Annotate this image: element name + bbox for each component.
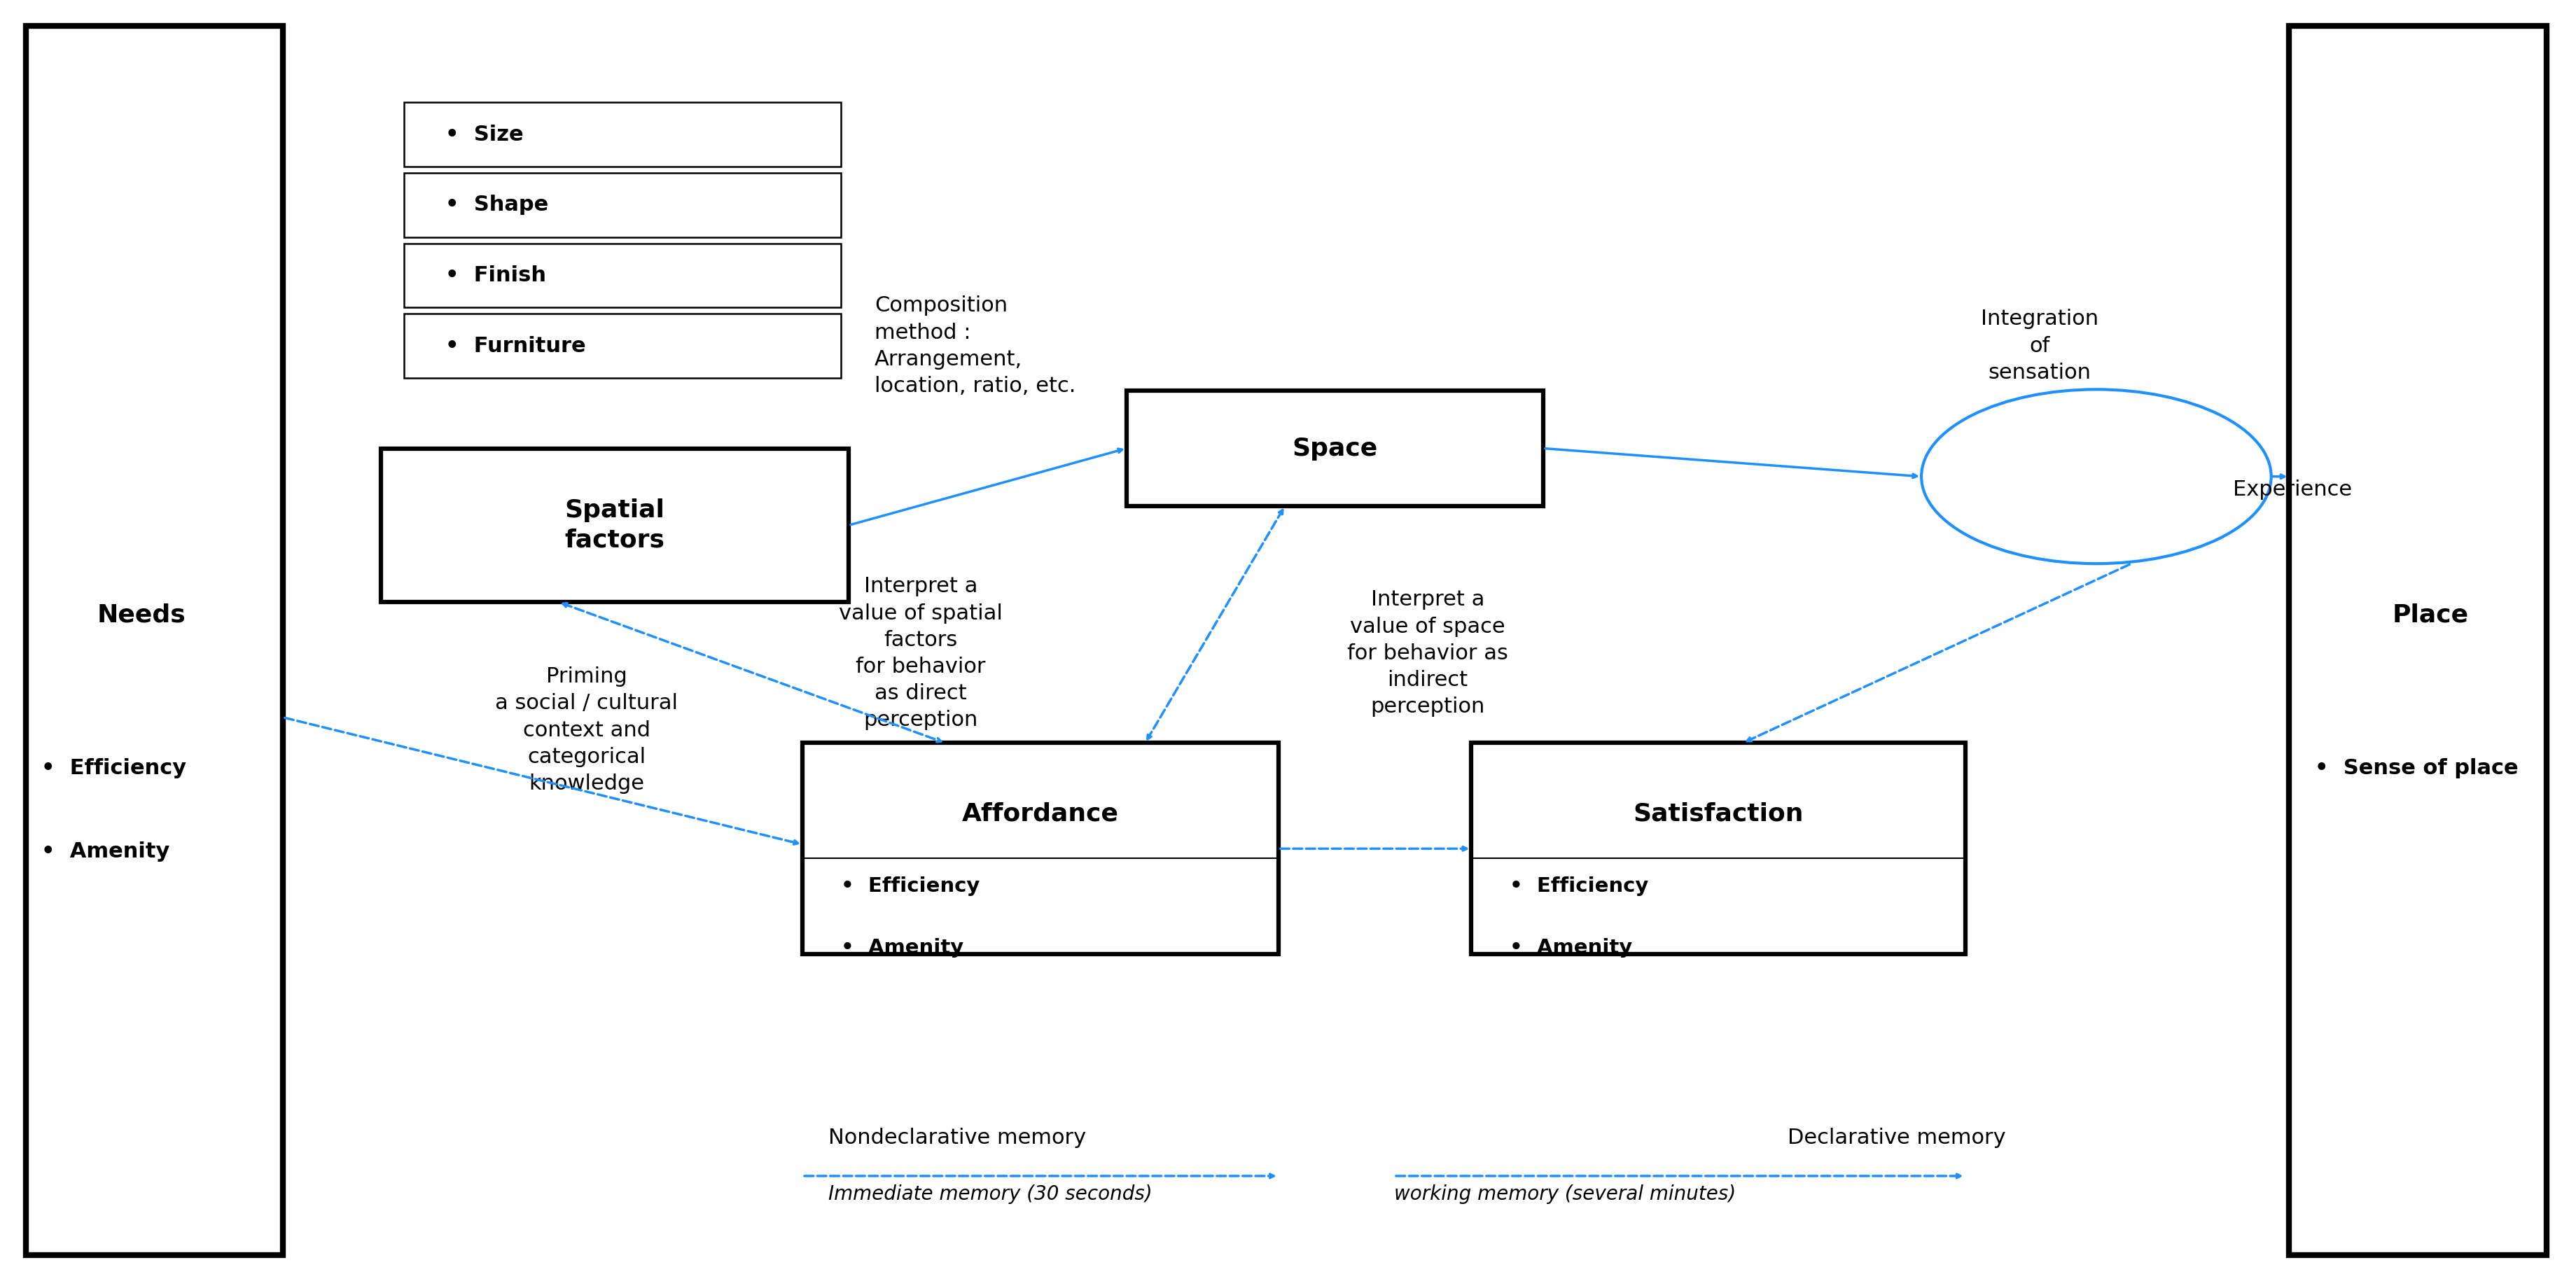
Text: •  Efficiency: • Efficiency [842,876,979,897]
Text: •  Amenity: • Amenity [1510,938,1633,958]
FancyBboxPatch shape [404,173,842,237]
Text: Declarative memory: Declarative memory [1788,1127,2007,1148]
FancyBboxPatch shape [1126,391,1543,506]
Text: Space: Space [1293,437,1378,460]
FancyBboxPatch shape [404,102,842,167]
Text: •  Amenity: • Amenity [842,938,963,958]
Text: Needs: Needs [98,603,185,626]
Text: Priming
a social / cultural
context and
categorical
knowledge: Priming a social / cultural context and … [495,666,677,794]
Text: Experience: Experience [2233,479,2352,500]
FancyBboxPatch shape [804,743,1278,954]
FancyBboxPatch shape [1471,743,1965,954]
Text: Place: Place [2393,603,2468,626]
Text: Nondeclarative memory: Nondeclarative memory [829,1127,1087,1148]
Text: Composition
method :
Arrangement,
location, ratio, etc.: Composition method : Arrangement, locati… [873,296,1077,396]
Text: Immediate memory (30 seconds): Immediate memory (30 seconds) [829,1184,1151,1204]
Text: •  Efficiency: • Efficiency [1510,876,1649,897]
Text: •  Sense of place: • Sense of place [2316,758,2519,779]
Text: Interpret a
value of spatial
factors
for behavior
as direct
perception: Interpret a value of spatial factors for… [840,576,1002,730]
Text: Spatial
factors: Spatial factors [564,498,665,552]
Text: Integration
of
sensation: Integration of sensation [1981,309,2099,383]
FancyBboxPatch shape [381,448,850,602]
Text: Satisfaction: Satisfaction [1633,802,1803,825]
Text: •  Size: • Size [446,124,523,145]
FancyBboxPatch shape [404,314,842,378]
FancyBboxPatch shape [26,26,283,1255]
Text: •  Efficiency: • Efficiency [41,758,185,779]
Text: •  Furniture: • Furniture [446,336,585,356]
FancyBboxPatch shape [2290,26,2548,1255]
Text: •  Finish: • Finish [446,265,546,286]
Text: Affordance: Affordance [961,802,1118,825]
Text: •  Shape: • Shape [446,195,549,215]
Text: working memory (several minutes): working memory (several minutes) [1394,1184,1736,1204]
FancyBboxPatch shape [404,243,842,307]
Text: •  Amenity: • Amenity [41,842,170,862]
Text: Interpret a
value of space
for behavior as
indirect
perception: Interpret a value of space for behavior … [1347,589,1507,717]
